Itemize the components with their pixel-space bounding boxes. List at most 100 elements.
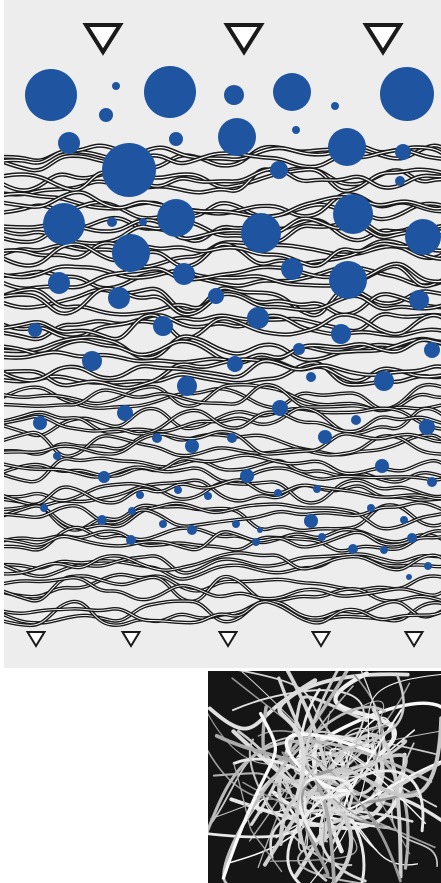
particle bbox=[395, 176, 405, 186]
fiber-strand bbox=[4, 313, 441, 340]
particle bbox=[272, 400, 288, 416]
particle bbox=[112, 82, 120, 90]
micrograph-fiber bbox=[286, 769, 425, 883]
particle bbox=[424, 342, 440, 358]
particle bbox=[48, 272, 70, 294]
particle bbox=[380, 67, 434, 121]
particle bbox=[328, 128, 366, 166]
particle bbox=[306, 372, 316, 382]
particle bbox=[247, 307, 269, 329]
particle bbox=[117, 405, 133, 421]
particle bbox=[331, 324, 351, 344]
outflow-arrow-icon bbox=[217, 631, 239, 648]
fiber-strand bbox=[4, 288, 441, 315]
particle bbox=[224, 85, 244, 105]
fiber-strand bbox=[4, 360, 441, 382]
particle bbox=[227, 356, 243, 372]
particle bbox=[136, 491, 144, 499]
inflow-arrow-icon bbox=[82, 23, 124, 56]
particle bbox=[293, 343, 305, 355]
particle bbox=[329, 261, 367, 299]
particle bbox=[318, 533, 326, 541]
particle bbox=[82, 351, 102, 371]
particle bbox=[187, 525, 197, 535]
outflow-arrows bbox=[25, 631, 425, 648]
fiber-strand bbox=[4, 552, 441, 575]
particle bbox=[367, 504, 375, 512]
particle bbox=[107, 217, 117, 227]
particle bbox=[185, 439, 199, 453]
fiber-strand bbox=[4, 431, 441, 455]
particle-group bbox=[25, 66, 441, 580]
fiber-strand bbox=[4, 527, 441, 551]
particle bbox=[292, 126, 300, 134]
outflow-arrow-icon bbox=[25, 631, 47, 648]
particle bbox=[43, 203, 85, 245]
particle bbox=[232, 520, 240, 528]
particle bbox=[126, 535, 136, 545]
particle bbox=[318, 430, 332, 444]
particle bbox=[419, 419, 435, 435]
particle bbox=[128, 507, 136, 515]
particle bbox=[227, 433, 237, 443]
particle bbox=[28, 323, 42, 337]
micrograph-fiber bbox=[221, 711, 277, 880]
particle bbox=[424, 562, 432, 570]
fiber-strand bbox=[4, 193, 441, 220]
micrograph-fiber bbox=[295, 701, 441, 763]
particle bbox=[374, 371, 394, 391]
particle bbox=[333, 194, 373, 234]
fiber-strand bbox=[4, 502, 441, 530]
particle bbox=[375, 459, 389, 473]
fiber-strand bbox=[4, 577, 441, 601]
micrograph-fiber bbox=[304, 671, 408, 780]
particle bbox=[159, 520, 167, 528]
particle bbox=[208, 288, 224, 304]
particle bbox=[174, 486, 182, 494]
particle bbox=[240, 469, 254, 483]
fiber-strand bbox=[4, 266, 441, 289]
micrograph-fiber bbox=[233, 763, 283, 873]
micrograph-fiber bbox=[277, 678, 318, 799]
micrograph-fiber bbox=[249, 695, 369, 826]
outflow-arrow-icon bbox=[403, 631, 425, 648]
particle bbox=[97, 515, 107, 525]
particle bbox=[173, 263, 195, 285]
micrograph-fiber bbox=[208, 688, 321, 839]
micrograph-fiber bbox=[293, 721, 393, 777]
fiber-strand bbox=[4, 168, 441, 191]
particle bbox=[218, 118, 256, 156]
particle bbox=[407, 533, 417, 543]
micrograph-fiber bbox=[269, 808, 414, 859]
particle bbox=[112, 234, 150, 272]
micrograph-fiber bbox=[296, 675, 405, 845]
particle bbox=[153, 316, 173, 336]
particle bbox=[257, 527, 263, 533]
particle bbox=[273, 73, 311, 111]
particle bbox=[400, 516, 408, 524]
fiber-strand bbox=[4, 191, 441, 218]
micrograph-fiber bbox=[261, 671, 349, 765]
fiber-strand bbox=[4, 263, 441, 290]
particle bbox=[33, 416, 47, 430]
particle bbox=[313, 485, 321, 493]
fiber-mesh bbox=[4, 143, 441, 628]
fiber-strand bbox=[4, 601, 441, 624]
micrograph-fiber bbox=[329, 748, 427, 825]
fiber-strand bbox=[4, 457, 441, 483]
particle bbox=[406, 574, 412, 580]
fiber-strand bbox=[4, 407, 441, 436]
particle bbox=[395, 144, 411, 160]
particle bbox=[99, 108, 113, 122]
fiber-strand bbox=[4, 287, 441, 316]
micrograph-fiber bbox=[327, 716, 441, 798]
particle bbox=[40, 504, 48, 512]
fiber-strand bbox=[4, 554, 441, 580]
fiber-strand bbox=[4, 479, 441, 505]
fiber-strand bbox=[4, 479, 441, 504]
fiber-micrograph bbox=[208, 671, 441, 883]
particle bbox=[348, 544, 358, 554]
micrograph-fiber bbox=[232, 757, 366, 883]
particle bbox=[274, 489, 282, 497]
